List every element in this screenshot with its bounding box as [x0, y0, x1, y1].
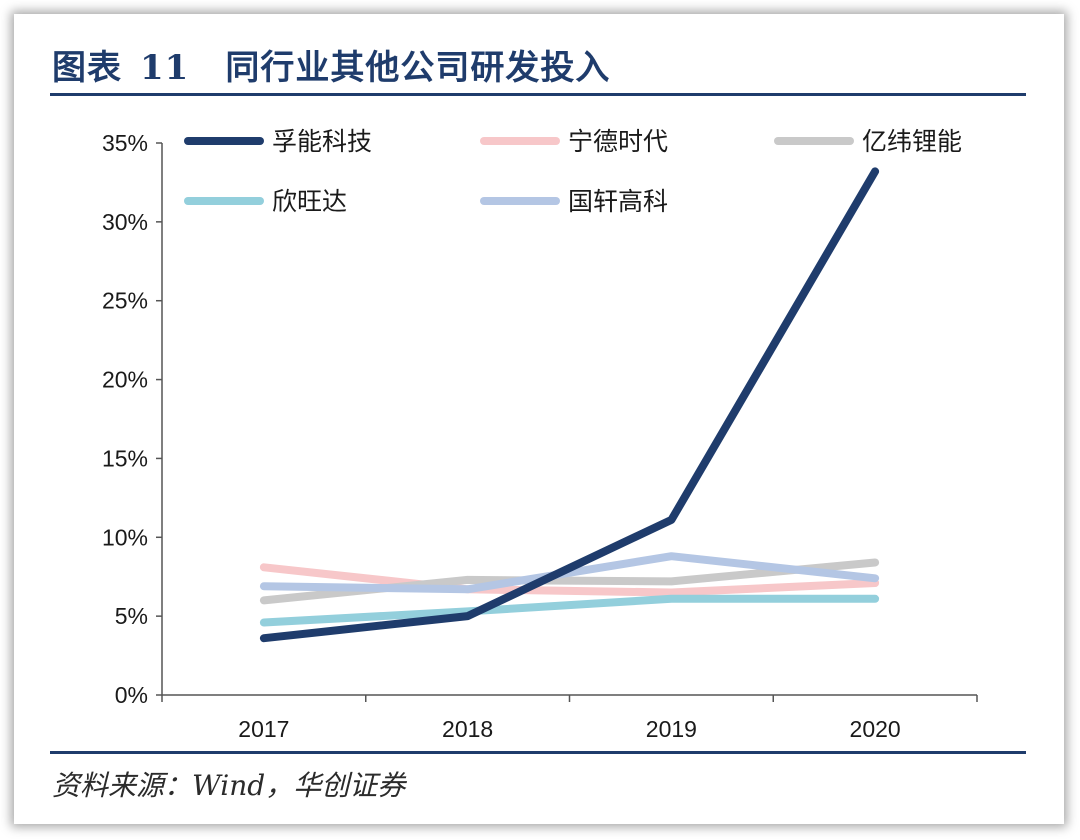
y-tick-label: 5% — [115, 603, 148, 629]
x-tick-label: 2019 — [646, 716, 697, 742]
x-tick-label: 2018 — [442, 716, 493, 742]
legend-label-1: 孚能科技 — [272, 127, 372, 156]
series-line-2 — [259, 563, 880, 597]
series-line-5 — [259, 552, 880, 594]
y-tick-label: 35% — [102, 130, 148, 156]
figure-label: 图表 — [52, 48, 122, 88]
legend-label-5: 国轩高科 — [568, 187, 668, 216]
source-note: 资料来源：Wind，华创证券 — [52, 769, 406, 802]
legend-label-2: 宁德时代 — [568, 127, 668, 156]
x-tick-label: 2017 — [238, 716, 289, 742]
y-tick-label: 15% — [102, 445, 148, 471]
y-tick-label: 0% — [115, 682, 148, 708]
figure-frame — [14, 14, 1064, 824]
y-tick-label: 25% — [102, 288, 148, 314]
x-tick-label: 2020 — [850, 716, 901, 742]
footer-divider — [50, 751, 1026, 754]
legend-label-3: 亿纬锂能 — [862, 127, 962, 156]
series-line-1 — [259, 167, 880, 643]
figure-number: 11 — [140, 48, 190, 88]
series-line-4 — [259, 594, 880, 627]
title-divider — [50, 93, 1026, 96]
y-tick-label: 10% — [102, 524, 148, 550]
legend-label-4: 欣旺达 — [272, 187, 347, 216]
y-tick-label: 20% — [102, 367, 148, 393]
figure-title-text: 同行业其他公司研发投入 — [225, 48, 611, 88]
y-tick-label: 30% — [102, 209, 148, 235]
figure-title: 图表 11 同行业其他公司研发投入 — [52, 40, 610, 89]
